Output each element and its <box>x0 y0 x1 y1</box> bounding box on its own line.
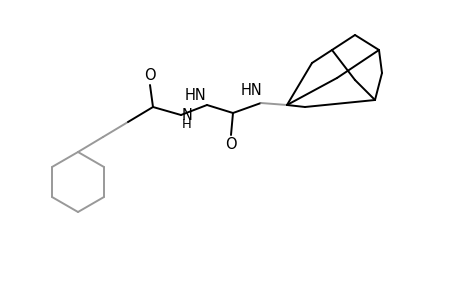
Text: O: O <box>144 68 156 83</box>
Text: N: N <box>182 107 192 122</box>
Text: H: H <box>182 118 191 130</box>
Text: HN: HN <box>184 88 206 103</box>
Text: HN: HN <box>241 83 262 98</box>
Text: O: O <box>225 137 236 152</box>
